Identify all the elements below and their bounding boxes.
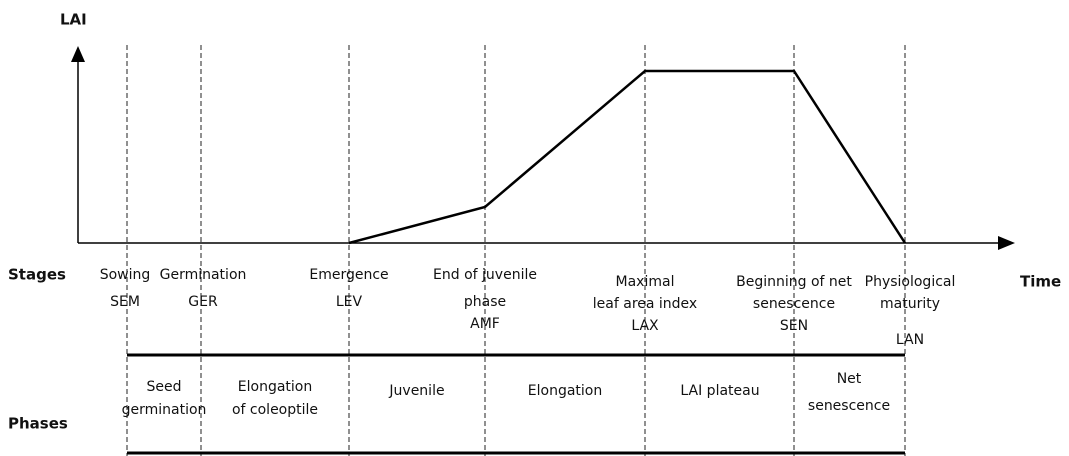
- phase-label: Net: [837, 371, 862, 387]
- phase-label: Seed: [147, 379, 182, 395]
- x-arrow: [998, 236, 1015, 250]
- stage-label: SEN: [780, 318, 808, 334]
- stage-label: End of juvenile: [433, 267, 537, 283]
- phase-label: Juvenile: [388, 383, 444, 399]
- stage-label: Germination: [160, 267, 247, 283]
- stage-label: LEV: [336, 294, 363, 310]
- labels: Sowing SEM Germination GER Emergence LEV End o…: [100, 267, 956, 418]
- stage-label: AMF: [470, 316, 500, 332]
- stage-label: maturity: [880, 296, 940, 312]
- stage-label: Maximal: [616, 274, 675, 290]
- phase-label: senescence: [808, 398, 890, 414]
- stage-label: Sowing: [100, 267, 151, 283]
- stages-title: Stages: [8, 266, 66, 284]
- phase-label: germination: [122, 402, 207, 418]
- y-arrow: [71, 46, 85, 62]
- stage-label: Beginning of net: [736, 274, 852, 290]
- stage-label: SEM: [110, 294, 140, 310]
- stage-label: LAN: [896, 332, 924, 348]
- stage-label: LAX: [631, 318, 659, 334]
- phase-label: of coleoptile: [232, 402, 318, 418]
- phase-label: LAI plateau: [680, 383, 759, 399]
- dashed-guides: [126, 45, 906, 456]
- phase-label: Elongation: [238, 379, 312, 395]
- phases-title: Phases: [8, 415, 68, 433]
- stage-label: GER: [188, 294, 218, 310]
- stage-label: senescence: [753, 296, 835, 312]
- y-axis-label: LAI: [60, 11, 87, 29]
- phase-label: Elongation: [528, 383, 602, 399]
- stage-label: phase: [464, 294, 506, 310]
- lai-curve: [348, 69, 907, 245]
- stage-label: Physiological: [865, 274, 956, 290]
- stage-label: leaf area index: [593, 296, 697, 312]
- x-axis-label: Time: [1020, 273, 1061, 291]
- stage-label: Emergence: [309, 267, 388, 283]
